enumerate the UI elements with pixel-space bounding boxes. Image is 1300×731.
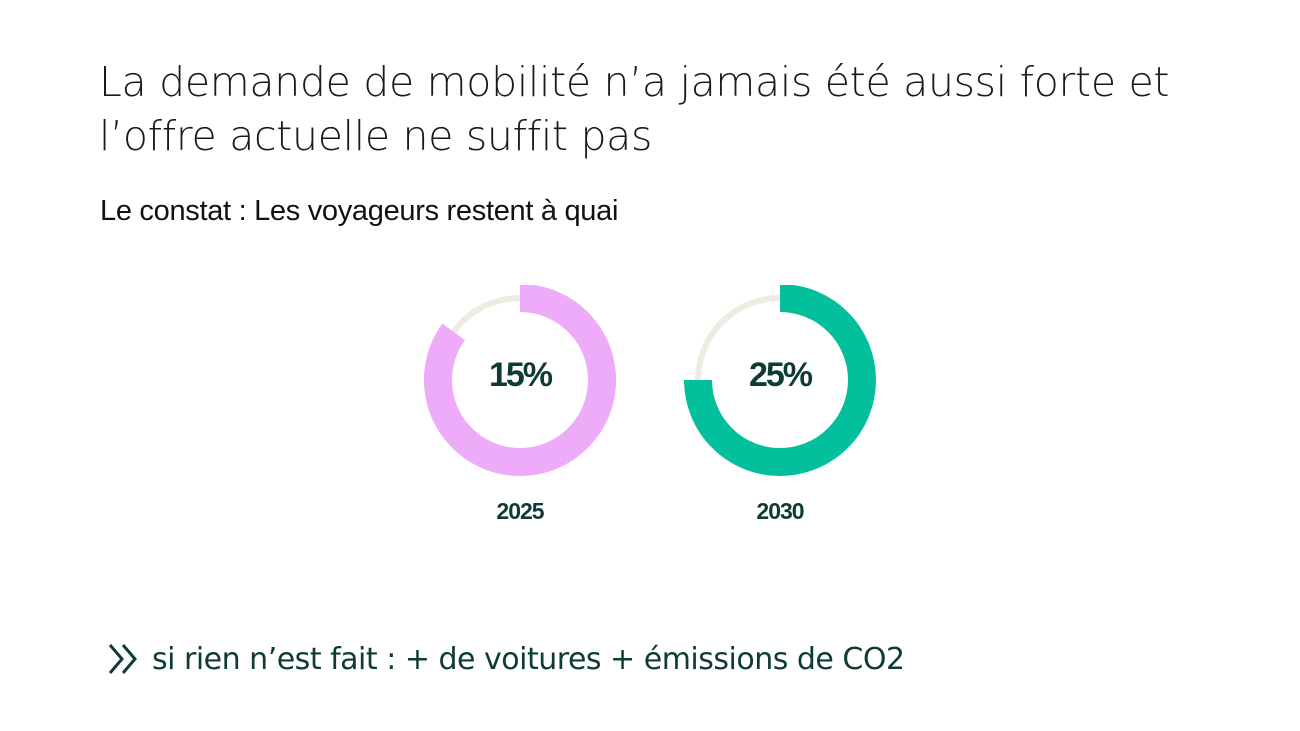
donut-value-2025: 15% bbox=[488, 356, 553, 394]
donut-year-2030: 2030 bbox=[756, 498, 804, 524]
donut-arc-2030 bbox=[684, 285, 876, 476]
donut-chart-2025: 15% 2025 bbox=[420, 285, 620, 545]
conclusion-text: si rien n’est fait : + de voitures + émi… bbox=[152, 641, 905, 677]
slide-title: La demande de mobilité n’a jamais été au… bbox=[99, 55, 1219, 163]
donut-svg-2025 bbox=[424, 285, 616, 476]
title-line-2: l’offre actuelle ne suffit pas bbox=[99, 112, 653, 160]
title-line-1: La demande de mobilité n’a jamais été au… bbox=[99, 58, 1170, 106]
donut-year-2025: 2025 bbox=[496, 498, 544, 524]
donut-value-2030: 25% bbox=[748, 356, 813, 394]
double-chevron-right-icon bbox=[108, 644, 137, 674]
slide-subtitle: Le constat : Les voyageurs restent à qua… bbox=[100, 195, 619, 227]
donut-arc-2025 bbox=[424, 285, 616, 476]
donut-chart-2030: 25% 2030 bbox=[680, 285, 880, 545]
conclusion-line: si rien n’est fait : + de voitures + émi… bbox=[106, 637, 905, 681]
donut-svg-2030 bbox=[684, 285, 876, 476]
